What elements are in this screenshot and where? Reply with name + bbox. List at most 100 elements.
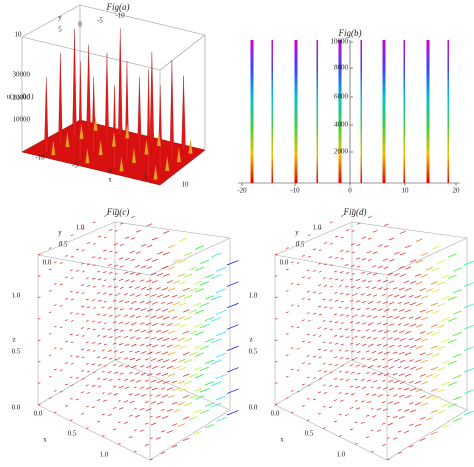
- vector-arrow: [360, 336, 365, 339]
- vector-arrow: [162, 337, 170, 342]
- vector-arrow: [403, 366, 410, 369]
- vector-arrow: [403, 280, 410, 284]
- vector-arrow: [463, 346, 474, 352]
- vector-arrow: [381, 422, 386, 425]
- vector-arrow: [399, 273, 406, 277]
- vector-arrow: [48, 397, 52, 399]
- edge: [351, 221, 468, 239]
- vector-arrow: [117, 442, 121, 445]
- vector-arrow: [296, 347, 300, 350]
- vector-arrow: [85, 277, 89, 279]
- vector-arrow: [128, 350, 133, 353]
- vector-arrow: [188, 373, 198, 378]
- y-tick-label: 0.0: [280, 259, 289, 267]
- vector-arrow: [404, 330, 412, 334]
- vector-arrow: [354, 314, 358, 317]
- vector-arrow: [430, 345, 438, 349]
- vector-arrow: [431, 374, 440, 379]
- vector-arrow: [382, 408, 388, 412]
- vector-arrow: [37, 382, 41, 384]
- vector-arrow: [80, 327, 84, 329]
- vector-arrow: [354, 400, 358, 402]
- vector-arrow: [365, 436, 370, 439]
- vector-arrow: [215, 417, 227, 422]
- x-tick-label: 20: [453, 187, 461, 195]
- vector-arrow: [415, 388, 423, 392]
- vector-arrow: [333, 292, 338, 294]
- vector-arrow: [360, 271, 365, 274]
- vector-arrow: [388, 387, 395, 391]
- vector-arrow: [135, 294, 141, 297]
- x-axis-label: x: [108, 176, 112, 184]
- vector-arrow: [355, 364, 360, 367]
- vector-arrow: [388, 259, 395, 262]
- vector-arrow: [96, 420, 101, 423]
- vector-arrow: [441, 338, 450, 343]
- vector-arrow: [306, 312, 310, 314]
- vector-arrow: [177, 337, 186, 342]
- vector-arrow: [463, 367, 474, 373]
- vector-arrow: [372, 380, 378, 383]
- vector-arrow: [306, 333, 310, 336]
- vector-arrow: [86, 392, 91, 394]
- vector-arrow: [420, 381, 429, 385]
- vector-arrow: [135, 315, 141, 319]
- vector-arrow: [103, 236, 107, 239]
- vector-arrow: [403, 344, 410, 348]
- vector-arrow: [420, 274, 429, 278]
- vector-arrow: [96, 270, 101, 273]
- vector-arrow: [178, 323, 187, 328]
- vector-arrow: [376, 386, 382, 389]
- vector-arrow: [318, 335, 322, 337]
- vector-arrow: [349, 428, 354, 431]
- vector-arrow: [119, 372, 124, 375]
- vector-arrow: [419, 352, 426, 356]
- vector-arrow: [366, 400, 372, 404]
- vector-arrow: [113, 307, 119, 310]
- vector-arrow: [182, 352, 190, 356]
- vector-arrow: [383, 244, 389, 248]
- vector-arrow: [188, 416, 198, 421]
- vector-arrow: [144, 315, 149, 318]
- vector-arrow: [81, 249, 85, 252]
- vector-arrow: [366, 336, 372, 339]
- vector-arrow: [398, 373, 405, 377]
- vector-arrow: [145, 258, 152, 262]
- vector-arrow: [398, 351, 405, 355]
- vector-arrow: [178, 388, 187, 392]
- vector-arrow: [376, 322, 382, 325]
- vector-arrow: [307, 277, 311, 279]
- vector-arrow: [350, 393, 355, 396]
- vector-arrow: [361, 322, 367, 325]
- vector-arrow: [167, 351, 176, 356]
- vector-arrow: [301, 276, 305, 279]
- vector-arrow: [392, 437, 398, 440]
- vector-arrow: [161, 287, 169, 291]
- vector-arrow: [81, 377, 85, 380]
- vector-arrow: [166, 323, 173, 327]
- vector-arrow: [372, 272, 378, 276]
- vector-arrow: [167, 244, 176, 249]
- vector-arrow: [204, 423, 215, 429]
- z-tick-label: 20000: [13, 94, 31, 102]
- vector-arrow: [349, 299, 354, 302]
- vector-arrow: [80, 412, 84, 415]
- vector-arrow: [392, 415, 398, 419]
- vector-arrow: [151, 387, 158, 391]
- vector-arrow: [162, 294, 170, 299]
- vector-arrow: [367, 216, 372, 219]
- vector-arrow: [447, 253, 457, 258]
- vector-arrow: [108, 293, 113, 296]
- vector-arrow: [383, 287, 389, 291]
- vector-arrow: [334, 235, 339, 238]
- x-tick-label: -20: [237, 187, 247, 195]
- vector-arrow: [80, 284, 84, 287]
- vector-arrow: [140, 372, 147, 376]
- vector-arrow: [86, 370, 91, 373]
- vector-arrow: [69, 269, 73, 272]
- vector-arrow: [69, 419, 73, 422]
- vector-arrow: [415, 345, 423, 349]
- vector-arrow: [376, 365, 382, 368]
- vector-arrow: [377, 351, 383, 354]
- vector-arrow: [172, 344, 181, 349]
